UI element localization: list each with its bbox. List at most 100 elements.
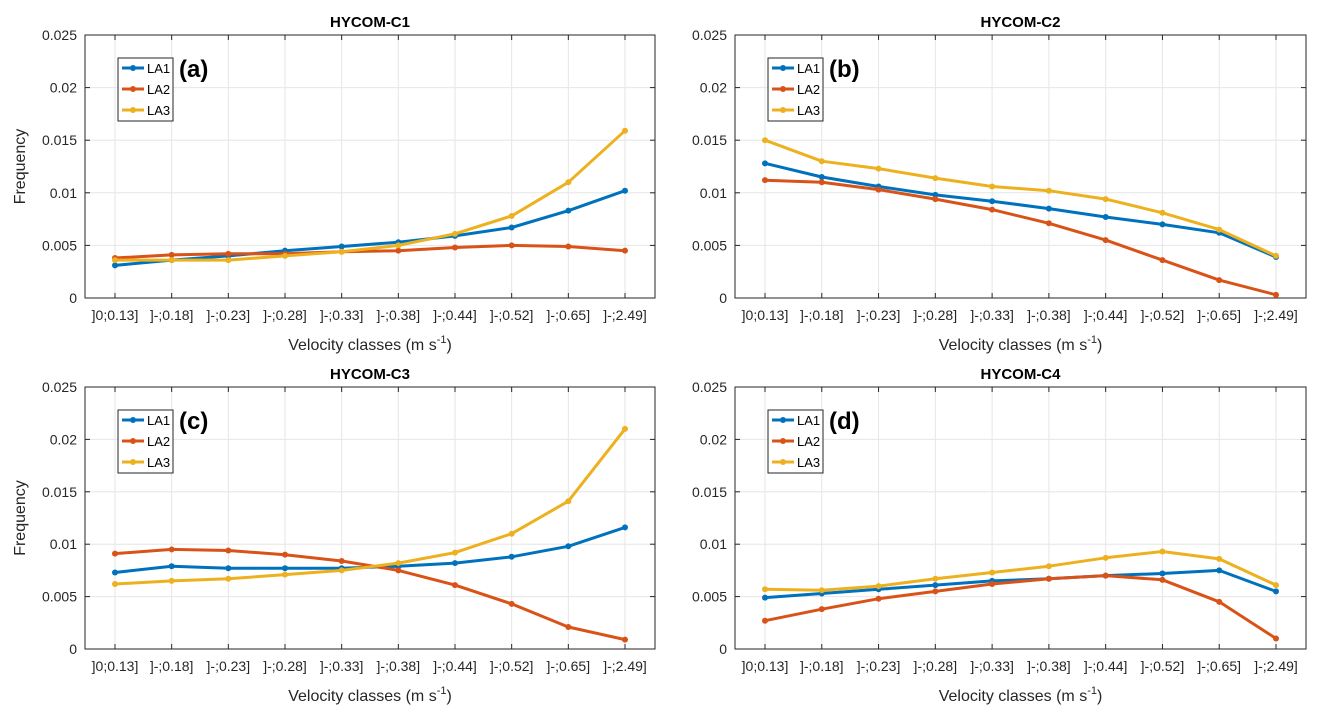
legend: LA1 LA2 LA3 xyxy=(767,409,824,474)
data-point-LA3 xyxy=(112,257,118,264)
x-tick-label: ]-;0.44] xyxy=(1084,658,1128,674)
x-tick-label: ]-;0.23] xyxy=(207,307,251,323)
legend: LA1 LA2 LA3 xyxy=(117,409,174,474)
data-point-LA3 xyxy=(762,137,768,144)
y-axis-label: Frequency xyxy=(12,480,29,556)
data-point-LA3 xyxy=(338,248,345,255)
x-tick-label: ]0;0.13] xyxy=(92,307,139,323)
data-point-LA2 xyxy=(818,606,825,613)
x-tick-label: ]-;0.28] xyxy=(263,307,307,323)
series-line-LA3 xyxy=(764,138,1277,258)
panel-4: 0 0.005 0.01 0.015 0.02 0.025]0;0.13]]-;0.18]… xyxy=(692,366,1307,705)
y-tick-label: 0.01 xyxy=(50,536,77,552)
data-point-LA2 xyxy=(452,244,458,251)
axes-box xyxy=(734,386,1307,650)
x-tick-label: ]-;0.44] xyxy=(433,658,477,674)
legend-marker-LA2 xyxy=(130,86,136,92)
data-point-LA1 xyxy=(1159,221,1166,228)
data-point-LA1 xyxy=(762,594,768,601)
y-tick-label: 0 xyxy=(69,641,77,657)
legend-label-LA3: LA3 xyxy=(797,455,820,470)
data-point-LA2 xyxy=(932,196,939,203)
x-tick-label: ]-;0.38] xyxy=(377,658,421,674)
data-point-LA3 xyxy=(338,567,345,574)
panel-3: 0 0.005 0.01 0.015 0.02 0.025]0;0.13]]-;0.18]… xyxy=(12,366,656,705)
data-point-LA2 xyxy=(1273,635,1279,642)
data-point-LA1 xyxy=(1273,588,1279,595)
data-point-LA2 xyxy=(762,177,768,184)
panel-label: (c) xyxy=(179,408,208,435)
legend-marker-LA1 xyxy=(780,65,786,71)
data-point-LA2 xyxy=(168,251,175,258)
legend-label-LA2: LA2 xyxy=(797,82,820,97)
data-point-LA1 xyxy=(622,187,628,194)
y-tick-label: 0.02 xyxy=(50,431,77,447)
data-point-LA1 xyxy=(818,174,825,181)
data-point-LA1 xyxy=(225,565,232,572)
x-tick-label: ]0;0.13] xyxy=(742,307,789,323)
legend: LA1 LA2 LA3 xyxy=(767,57,824,122)
x-tick-label: ]-;0.18] xyxy=(150,658,194,674)
data-point-LA1 xyxy=(508,553,515,560)
data-point-LA2 xyxy=(875,186,882,193)
data-point-LA3 xyxy=(508,212,515,219)
x-tick-label: ]-;0.52] xyxy=(1141,658,1185,674)
x-tick-label: ]-;0.28] xyxy=(914,307,958,323)
axes-box xyxy=(734,34,1307,299)
legend-label-LA3: LA3 xyxy=(147,103,170,118)
data-point-LA3 xyxy=(112,581,118,588)
x-axis-label: Velocity classes (m s-1) xyxy=(288,334,452,354)
data-point-LA2 xyxy=(1045,575,1052,582)
data-point-LA3 xyxy=(565,179,572,186)
y-tick-label: 0.015 xyxy=(692,484,727,500)
data-point-LA3 xyxy=(1102,196,1109,203)
legend-marker-LA3 xyxy=(780,107,786,113)
axes-box xyxy=(84,386,656,650)
data-point-LA1 xyxy=(168,563,175,570)
data-point-LA2 xyxy=(1216,277,1223,284)
legend-marker-LA1 xyxy=(130,65,136,71)
panel-2: 0 0.005 0.01 0.015 0.02 0.025]0;0.13]]-;0.18]… xyxy=(692,14,1307,354)
data-point-LA1 xyxy=(989,198,996,205)
data-point-LA2 xyxy=(508,600,515,607)
chart-title: HYCOM-C3 xyxy=(330,366,410,383)
data-point-LA3 xyxy=(1045,187,1052,194)
legend-marker-LA2 xyxy=(130,438,136,444)
x-tick-label: ]-;2.49] xyxy=(1254,307,1298,323)
y-tick-label: 0.025 xyxy=(692,27,727,43)
x-tick-label: ]-;0.52] xyxy=(1141,307,1185,323)
legend-marker-LA3 xyxy=(780,459,786,465)
data-point-LA2 xyxy=(1216,598,1223,605)
data-point-LA3 xyxy=(762,586,768,593)
data-point-LA3 xyxy=(168,577,175,584)
data-point-LA3 xyxy=(282,252,288,259)
data-point-LA2 xyxy=(932,588,939,595)
x-tick-label: ]-;0.65] xyxy=(547,658,591,674)
data-point-LA2 xyxy=(112,550,118,557)
y-tick-label: 0.015 xyxy=(42,132,77,148)
series-line-LA3 xyxy=(115,129,627,262)
data-point-LA2 xyxy=(1159,257,1166,264)
data-point-LA3 xyxy=(932,175,939,182)
data-point-LA1 xyxy=(282,565,288,572)
data-point-LA3 xyxy=(1273,252,1279,259)
y-tick-label: 0.005 xyxy=(692,589,727,605)
data-point-LA3 xyxy=(1102,554,1109,561)
x-tick-label: ]-;0.44] xyxy=(433,307,477,323)
y-tick-label: 0 xyxy=(719,290,727,306)
legend-marker-LA1 xyxy=(780,417,786,423)
x-tick-label: ]-;0.38] xyxy=(377,307,421,323)
data-point-LA1 xyxy=(932,191,939,198)
chart-title: HYCOM-C2 xyxy=(980,14,1060,31)
legend-label-LA1: LA1 xyxy=(147,413,170,428)
data-point-LA1 xyxy=(508,224,515,231)
x-tick-label: ]-;0.52] xyxy=(490,307,534,323)
y-tick-label: 0.02 xyxy=(50,80,77,96)
data-point-LA1 xyxy=(112,569,118,576)
x-tick-label: ]-;0.52] xyxy=(490,658,534,674)
legend-marker-LA1 xyxy=(130,417,136,423)
data-point-LA3 xyxy=(1045,563,1052,570)
chart-title: HYCOM-C1 xyxy=(330,14,410,31)
data-point-LA1 xyxy=(762,160,768,167)
series-line-LA1 xyxy=(764,568,1277,600)
